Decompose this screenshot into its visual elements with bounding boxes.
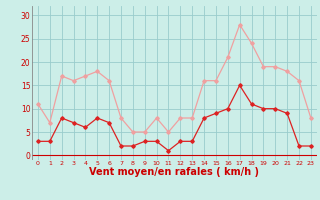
X-axis label: Vent moyen/en rafales ( km/h ): Vent moyen/en rafales ( km/h ) xyxy=(89,167,260,177)
